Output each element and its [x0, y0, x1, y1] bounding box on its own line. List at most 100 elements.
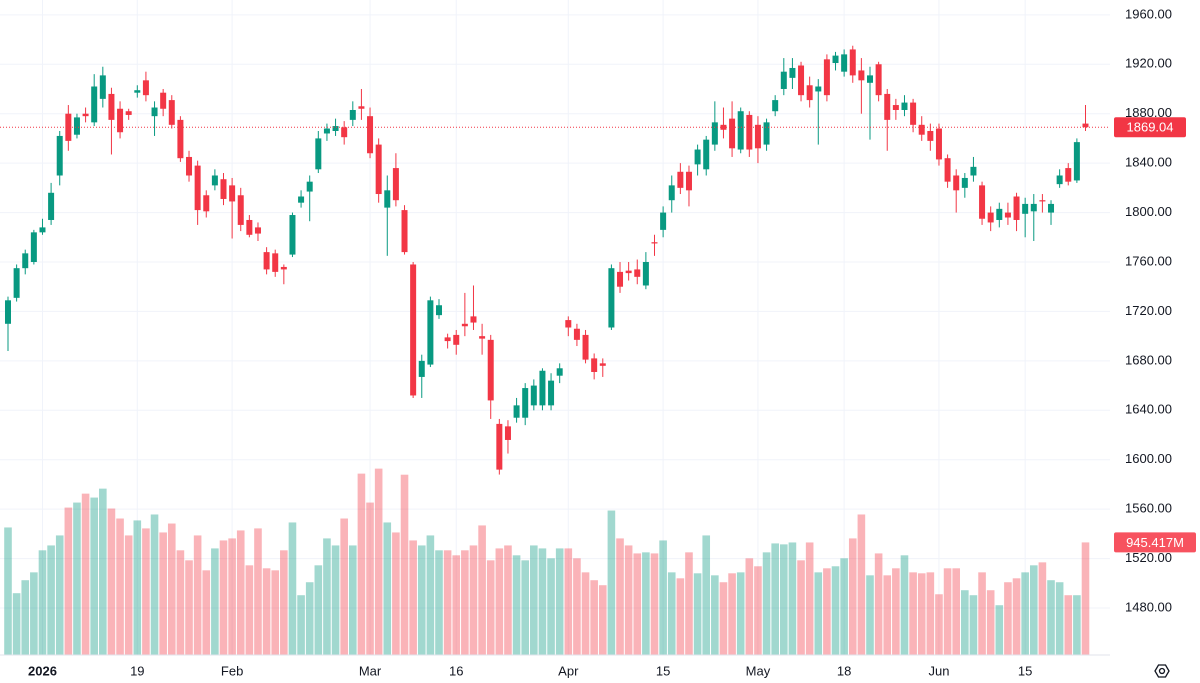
candle-body — [927, 131, 934, 141]
volume-bar — [598, 585, 607, 655]
candle-body — [418, 360, 425, 377]
candle-body — [211, 175, 218, 186]
volume-bar — [736, 572, 745, 655]
volume-bar — [426, 535, 435, 655]
candle-body — [384, 190, 391, 208]
candle-body — [160, 92, 167, 109]
volume-bar — [297, 595, 305, 655]
volume-bar — [814, 572, 823, 655]
volume-bar — [167, 523, 176, 655]
candle-body — [573, 328, 580, 340]
candle-body — [556, 368, 563, 376]
volume-bar — [1055, 582, 1064, 655]
candle-body — [608, 268, 615, 328]
y-tick-label: 1960.00 — [1125, 6, 1172, 21]
candle-body — [685, 171, 692, 191]
candle-body — [91, 86, 98, 123]
y-tick-label: 1640.00 — [1125, 402, 1172, 417]
candle-body — [177, 119, 184, 159]
candle-body — [186, 156, 193, 176]
volume-bar — [12, 593, 21, 655]
candle-body — [30, 232, 37, 262]
volume-bar — [1081, 542, 1090, 655]
volume-bar — [254, 528, 262, 655]
candle-body — [703, 139, 710, 170]
y-tick-label: 1480.00 — [1125, 599, 1172, 614]
volume-bar — [262, 568, 271, 655]
volume-bar — [711, 575, 719, 655]
volume-bar — [952, 568, 960, 655]
candle-body — [220, 179, 227, 199]
volume-bar — [1064, 595, 1073, 655]
volume-bar — [788, 542, 797, 655]
volume-bar — [564, 548, 573, 655]
candle-body — [341, 127, 348, 138]
volume-bar — [305, 582, 314, 655]
candle-body — [625, 270, 632, 274]
candle-body — [48, 192, 55, 220]
candle-body — [737, 111, 744, 150]
volume-bar — [124, 535, 133, 655]
volume-bar — [659, 540, 667, 655]
candle-body — [746, 114, 753, 150]
candle-body — [315, 138, 322, 170]
candle-body — [677, 171, 684, 188]
last-price-box — [1114, 117, 1186, 138]
candle-body — [289, 215, 296, 255]
volume-bar — [521, 560, 529, 655]
volume-bar — [702, 535, 711, 655]
candle-body — [298, 196, 305, 203]
candle-body — [151, 107, 158, 117]
volume-bar — [883, 575, 892, 655]
volume-bar — [512, 555, 521, 655]
candle-body — [108, 93, 115, 120]
candle-body — [142, 80, 149, 96]
candle-body — [841, 54, 848, 72]
candle-body — [203, 195, 210, 212]
candle-body — [1030, 203, 1037, 212]
volume-bar — [1029, 565, 1038, 655]
candle-body — [436, 305, 442, 316]
volume-bar — [633, 553, 642, 655]
volume-bar — [590, 580, 598, 655]
candle-body — [306, 181, 313, 192]
volume-bar — [90, 497, 98, 655]
candle-body — [168, 100, 175, 125]
volume-bar — [857, 514, 866, 655]
volume-bar — [978, 572, 986, 655]
volume-bar — [667, 572, 676, 655]
candle-body — [1073, 142, 1080, 181]
settings-icon[interactable] — [1154, 664, 1170, 678]
candle-body — [1056, 175, 1063, 185]
volume-bar — [805, 542, 814, 655]
candle-body — [349, 109, 356, 120]
candle-body — [375, 144, 382, 195]
volume-bar — [926, 572, 935, 655]
candle-body — [194, 165, 201, 211]
candle-body — [729, 118, 736, 149]
volume-bar — [917, 573, 926, 655]
volume-bar — [21, 580, 30, 655]
candle-body — [82, 113, 89, 117]
candle-body — [789, 67, 796, 78]
candle-body — [987, 212, 994, 223]
volume-bar — [693, 573, 702, 655]
candle-body — [513, 405, 520, 418]
candle-body — [332, 126, 339, 131]
volume-bar — [64, 507, 73, 655]
candle-body — [237, 195, 244, 225]
volume-bar — [288, 522, 297, 655]
candle-body — [617, 271, 624, 287]
y-tick-label: 1760.00 — [1125, 253, 1172, 268]
volume-bar — [400, 474, 409, 655]
candle-body — [22, 253, 29, 269]
y-tick-label: 1920.00 — [1125, 56, 1172, 71]
candle-body — [961, 177, 968, 188]
volume-bar — [357, 473, 366, 655]
volume-bar — [236, 530, 245, 655]
candle-body — [479, 336, 486, 339]
volume-bar — [607, 510, 616, 655]
volume-layer — [4, 468, 1090, 655]
volume-bar — [417, 545, 426, 655]
